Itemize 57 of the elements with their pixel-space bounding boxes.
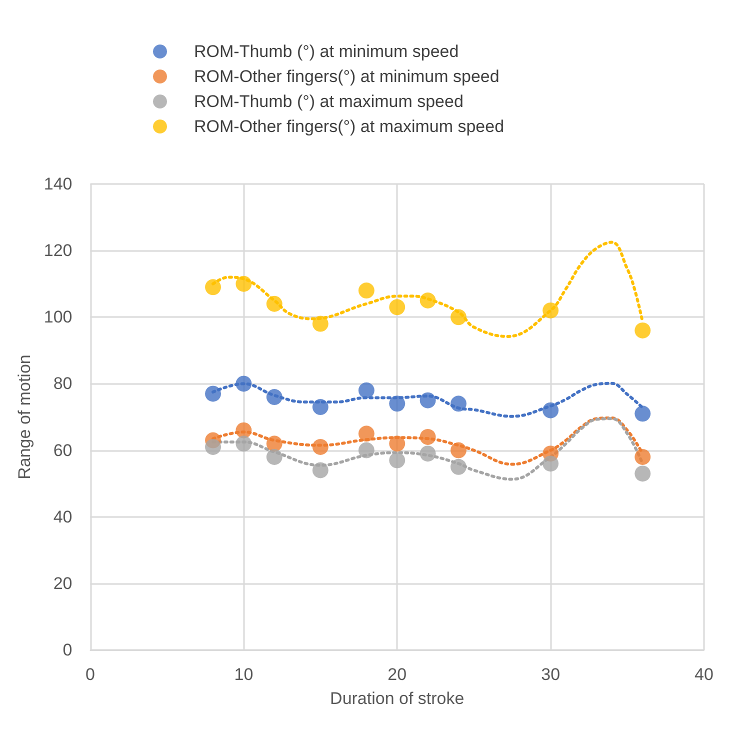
y-tick-label: 120 [44, 241, 72, 260]
x-tick-label: 10 [234, 665, 254, 684]
point [312, 438, 328, 455]
point [634, 466, 651, 482]
point [420, 428, 436, 445]
point [389, 452, 406, 468]
point [236, 376, 252, 392]
point [266, 436, 282, 452]
y-tick-label: 140 [44, 174, 72, 194]
point [312, 316, 328, 332]
point [450, 442, 467, 458]
point [389, 396, 406, 412]
point [634, 322, 651, 338]
legend-label: ROM-Thumb (°) at maximum speed [194, 92, 464, 111]
point [542, 302, 559, 318]
y-tick-label: 40 [53, 507, 72, 526]
y-tick-label: 20 [53, 574, 72, 593]
legend-label: ROM-Other fingers(°) at maximum speed [194, 117, 504, 136]
point [205, 279, 222, 296]
point [634, 406, 651, 422]
point [358, 426, 374, 442]
point [450, 396, 467, 412]
point [450, 458, 467, 475]
point [312, 462, 328, 478]
x-tick-label: 30 [541, 665, 560, 684]
point [236, 422, 252, 438]
point [420, 292, 436, 308]
point [236, 276, 252, 292]
point [266, 296, 282, 312]
point [266, 448, 282, 465]
point [634, 448, 651, 465]
y-tick-label: 100 [44, 308, 72, 327]
y-tick-label: 0 [62, 640, 72, 660]
point [389, 436, 406, 452]
point [205, 438, 222, 455]
point [358, 282, 374, 299]
point [236, 436, 252, 452]
x-axis-title: Duration of stroke [330, 689, 464, 708]
point [358, 442, 374, 458]
y-tick-label: 60 [53, 440, 72, 460]
point [542, 456, 559, 472]
point [266, 389, 282, 406]
x-tick-label: 40 [694, 665, 714, 684]
legend-label: ROM-Thumb (°) at minimum speed [194, 42, 459, 61]
legend-label: ROM-Other fingers(°) at minimum speed [194, 67, 500, 86]
point [389, 299, 406, 316]
x-tick-label: 0 [86, 665, 95, 684]
point [358, 382, 374, 398]
y-axis-title: Range of motion [15, 354, 34, 480]
point [450, 309, 467, 326]
point [205, 386, 222, 402]
y-tick-label: 80 [53, 374, 72, 394]
point [542, 402, 559, 418]
point [420, 446, 436, 462]
point [312, 399, 328, 416]
point [420, 392, 436, 408]
x-tick-label: 20 [388, 665, 407, 684]
